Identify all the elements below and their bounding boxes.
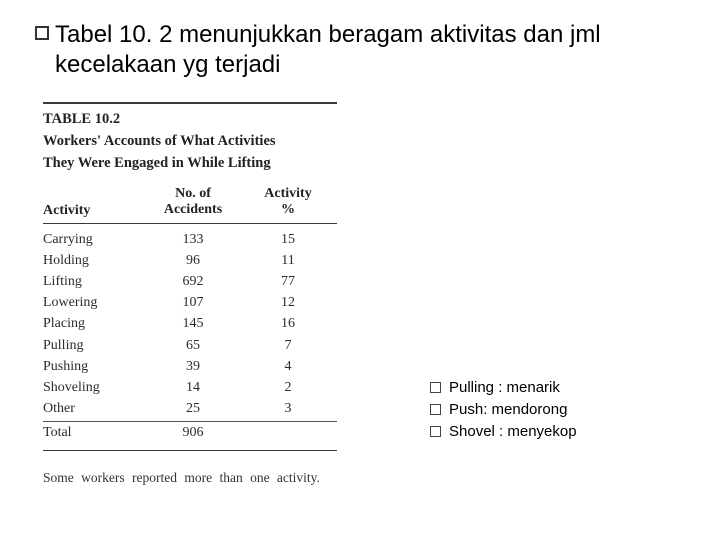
cell-total-label: Total [43,425,143,441]
legend-label: Push: mendorong [449,401,567,418]
table-row: Carrying 133 15 [43,230,337,251]
cell-total-count: 906 [143,425,243,441]
cell-activity: Lifting [43,274,143,290]
slide-title-row: Tabel 10. 2 menunjukkan beragam aktivita… [35,20,685,80]
cell-pct: 77 [243,274,333,290]
table-row: Other 25 3 [43,398,337,419]
slide-content: Tabel 10. 2 menunjukkan beragam aktivita… [0,0,720,540]
cell-activity: Carrying [43,232,143,248]
table-bottom-rule [43,450,337,452]
cell-activity: Pulling [43,338,143,354]
legend-label: Shovel : menyekop [449,423,577,440]
header-percent: Activity % [243,186,333,218]
square-bullet-icon [35,26,49,40]
table-header-row: Activity No. of Accidents Activity % [43,186,337,223]
cell-count: 39 [143,359,243,375]
legend-item: Push: mendorong [430,401,577,418]
table-row: Shoveling 14 2 [43,377,337,398]
cell-count: 692 [143,274,243,290]
cell-count: 65 [143,338,243,354]
table-top-rule [43,102,337,104]
cell-activity: Lowering [43,295,143,311]
table-caption-line1: Workers' Accounts of What Activities [43,132,337,150]
square-bullet-icon [430,382,441,393]
table-row: Pulling 65 7 [43,335,337,356]
table-row: Lowering 107 12 [43,293,337,314]
legend-item: Pulling : menarik [430,379,577,396]
header-activity: Activity [43,203,143,219]
cell-pct: 16 [243,316,333,332]
header-accidents: No. of Accidents [143,186,243,218]
legend-label: Pulling : menarik [449,379,560,396]
header-no-of: No. of [175,186,211,201]
slide-title: Tabel 10. 2 menunjukkan beragam aktivita… [55,20,685,80]
cell-total-pct [243,425,333,441]
table-row: Placing 145 16 [43,314,337,335]
table-footnote: Some workers reported more than one acti… [43,469,337,487]
cell-count: 107 [143,295,243,311]
legend-panel: Pulling : menarik Push: mendorong Shovel… [430,379,577,445]
cell-pct: 11 [243,253,333,269]
header-activity2: Activity [264,186,311,201]
header-pct: % [281,202,295,217]
table-row: Lifting 692 77 [43,272,337,293]
table-caption-label: TABLE 10.2 [43,110,337,128]
square-bullet-icon [430,404,441,415]
content-area: TABLE 10.2 Workers' Accounts of What Act… [35,102,685,487]
cell-count: 14 [143,380,243,396]
legend-item: Shovel : menyekop [430,423,577,440]
cell-activity: Other [43,401,143,417]
cell-pct: 12 [243,295,333,311]
cell-count: 133 [143,232,243,248]
table-body: Carrying 133 15 Holding 96 11 Lifting 69… [43,230,337,444]
cell-pct: 2 [243,380,333,396]
cell-activity: Holding [43,253,143,269]
cell-pct: 15 [243,232,333,248]
table-panel: TABLE 10.2 Workers' Accounts of What Act… [35,102,345,487]
cell-pct: 4 [243,359,333,375]
table-caption-line2: They Were Engaged in While Lifting [43,154,337,172]
square-bullet-icon [430,426,441,437]
table-row: Pushing 39 4 [43,356,337,377]
cell-pct: 7 [243,338,333,354]
table-row: Holding 96 11 [43,251,337,272]
cell-activity: Pushing [43,359,143,375]
cell-count: 25 [143,401,243,417]
cell-pct: 3 [243,401,333,417]
table-total-row: Total 906 [43,421,337,443]
cell-count: 145 [143,316,243,332]
cell-activity: Placing [43,316,143,332]
cell-count: 96 [143,253,243,269]
header-accidents-word: Accidents [164,202,222,217]
cell-activity: Shoveling [43,380,143,396]
